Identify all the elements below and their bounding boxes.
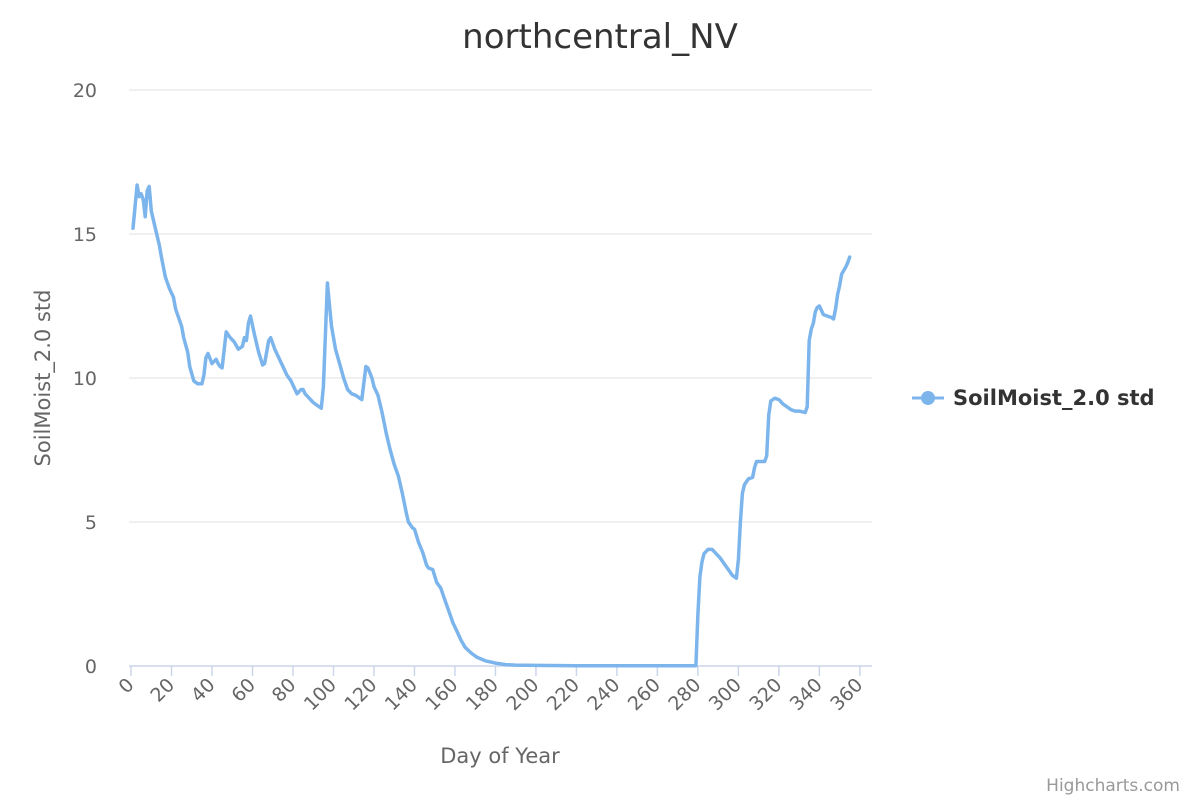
x-tick-label: 280 (664, 674, 705, 715)
x-axis: 0 20 40 60 80 100 120 140 160 180 200 220 240 260 280 3… (114, 665, 872, 715)
chart-title: northcentral_NV (462, 17, 738, 57)
x-tick-label: 200 (502, 674, 543, 715)
x-tick-label: 140 (381, 674, 422, 715)
x-axis-title: Day of Year (440, 744, 560, 768)
y-tick-label: 20 (73, 80, 97, 102)
x-tick-label: 160 (421, 674, 462, 715)
gridlines (129, 89, 872, 523)
legend[interactable]: SoilMoist_2.0 std (912, 386, 1155, 410)
x-tick-label: 120 (340, 674, 381, 715)
x-tick-label: 360 (826, 674, 867, 715)
y-tick-label: 10 (73, 368, 97, 390)
credits-link[interactable]: Highcharts.com (1046, 776, 1180, 796)
series-group[interactable] (131, 183, 852, 668)
x-tick-label: 340 (786, 674, 827, 715)
y-tick-label: 15 (73, 224, 97, 246)
x-tick-label: 220 (543, 674, 584, 715)
x-tick-label: 80 (268, 674, 301, 707)
x-tick-label: 320 (745, 674, 786, 715)
y-axis: 0 5 10 15 20 (73, 80, 97, 678)
x-tick-label: 300 (705, 674, 746, 715)
series-line[interactable] (131, 183, 852, 668)
x-tick-label: 20 (146, 674, 179, 707)
y-tick-label: 0 (85, 656, 97, 678)
x-tick-label: 100 (300, 674, 341, 715)
legend-dot-marker[interactable] (921, 391, 935, 405)
y-tick-label: 5 (85, 512, 97, 534)
x-tick-label: 40 (187, 674, 220, 707)
legend-item-label[interactable]: SoilMoist_2.0 std (953, 386, 1155, 410)
x-tick-label: 260 (624, 674, 665, 715)
x-tick-label: 240 (583, 674, 624, 715)
x-tick-label: 0 (114, 674, 138, 698)
x-tick-label: 60 (227, 674, 260, 707)
x-tick-label: 180 (462, 674, 503, 715)
y-axis-title: SoilMoist_2.0 std (31, 290, 56, 467)
